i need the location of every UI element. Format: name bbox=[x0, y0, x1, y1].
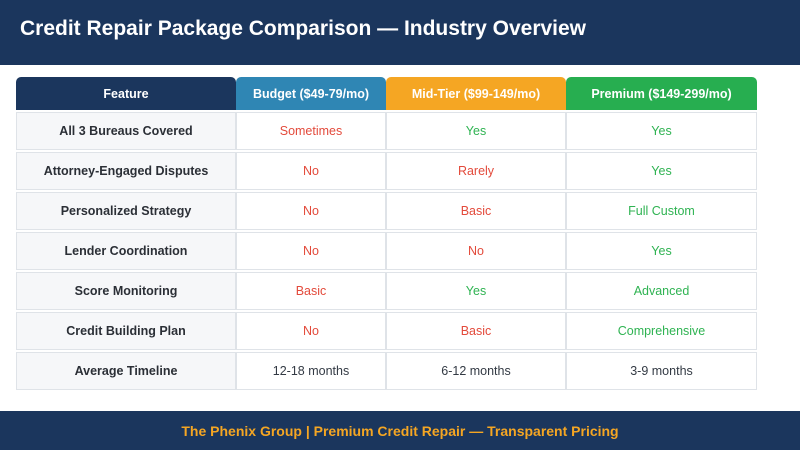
column-header-premium: Premium ($149-299/mo) bbox=[566, 77, 757, 110]
table-cell: Basic bbox=[386, 312, 566, 350]
feature-label: Attorney-Engaged Disputes bbox=[16, 152, 236, 190]
table-cell: Sometimes bbox=[236, 112, 386, 150]
header-bar: Credit Repair Package Comparison — Indus… bbox=[0, 0, 800, 65]
table-cell: Yes bbox=[386, 112, 566, 150]
table-cell: 12-18 months bbox=[236, 352, 386, 390]
table-cell: Yes bbox=[566, 152, 757, 190]
table-cell: No bbox=[386, 232, 566, 270]
feature-label: Average Timeline bbox=[16, 352, 236, 390]
table-cell: Yes bbox=[566, 112, 757, 150]
table-cell: Full Custom bbox=[566, 192, 757, 230]
table-row: Score Monitoring Basic Yes Advanced bbox=[16, 272, 757, 310]
feature-label: Credit Building Plan bbox=[16, 312, 236, 350]
comparison-table: Feature Budget ($49-79/mo) Mid-Tier ($99-1… bbox=[16, 77, 757, 390]
footer-text: The Phenix Group | Premium Credit Repair… bbox=[181, 422, 619, 439]
footer-bar: The Phenix Group | Premium Credit Repair… bbox=[0, 411, 800, 450]
column-header-mid-tier: Mid-Tier ($99-149/mo) bbox=[386, 77, 566, 110]
feature-label: Lender Coordination bbox=[16, 232, 236, 270]
page-title: Credit Repair Package Comparison — Indus… bbox=[20, 17, 587, 40]
feature-label: Score Monitoring bbox=[16, 272, 236, 310]
table-cell: No bbox=[236, 312, 386, 350]
column-header-feature: Feature bbox=[16, 77, 236, 110]
table-cell: 6-12 months bbox=[386, 352, 566, 390]
table-row: Lender Coordination No No Yes bbox=[16, 232, 757, 270]
feature-label: All 3 Bureaus Covered bbox=[16, 112, 236, 150]
table-cell: No bbox=[236, 152, 386, 190]
table-row: Credit Building Plan No Basic Comprehensive bbox=[16, 312, 757, 350]
table-row: Average Timeline 12-18 months 6-12 months 3… bbox=[16, 352, 757, 390]
feature-label: Personalized Strategy bbox=[16, 192, 236, 230]
table-row: All 3 Bureaus Covered Sometimes Yes Yes bbox=[16, 112, 757, 150]
table-cell: Basic bbox=[386, 192, 566, 230]
table-cell: Yes bbox=[386, 272, 566, 310]
table-cell: Basic bbox=[236, 272, 386, 310]
table-row: Personalized Strategy No Basic Full Custom bbox=[16, 192, 757, 230]
column-header-budget: Budget ($49-79/mo) bbox=[236, 77, 386, 110]
table-header-row: Feature Budget ($49-79/mo) Mid-Tier ($99-1… bbox=[16, 77, 757, 110]
table-body: All 3 Bureaus Covered Sometimes Yes Yes Atto… bbox=[16, 112, 757, 390]
table-cell: 3-9 months bbox=[566, 352, 757, 390]
table-cell: No bbox=[236, 232, 386, 270]
table-row: Attorney-Engaged Disputes No Rarely Yes bbox=[16, 152, 757, 190]
table-cell: Advanced bbox=[566, 272, 757, 310]
table-cell: Comprehensive bbox=[566, 312, 757, 350]
table-cell: Yes bbox=[566, 232, 757, 270]
table-cell: No bbox=[236, 192, 386, 230]
table-cell: Rarely bbox=[386, 152, 566, 190]
